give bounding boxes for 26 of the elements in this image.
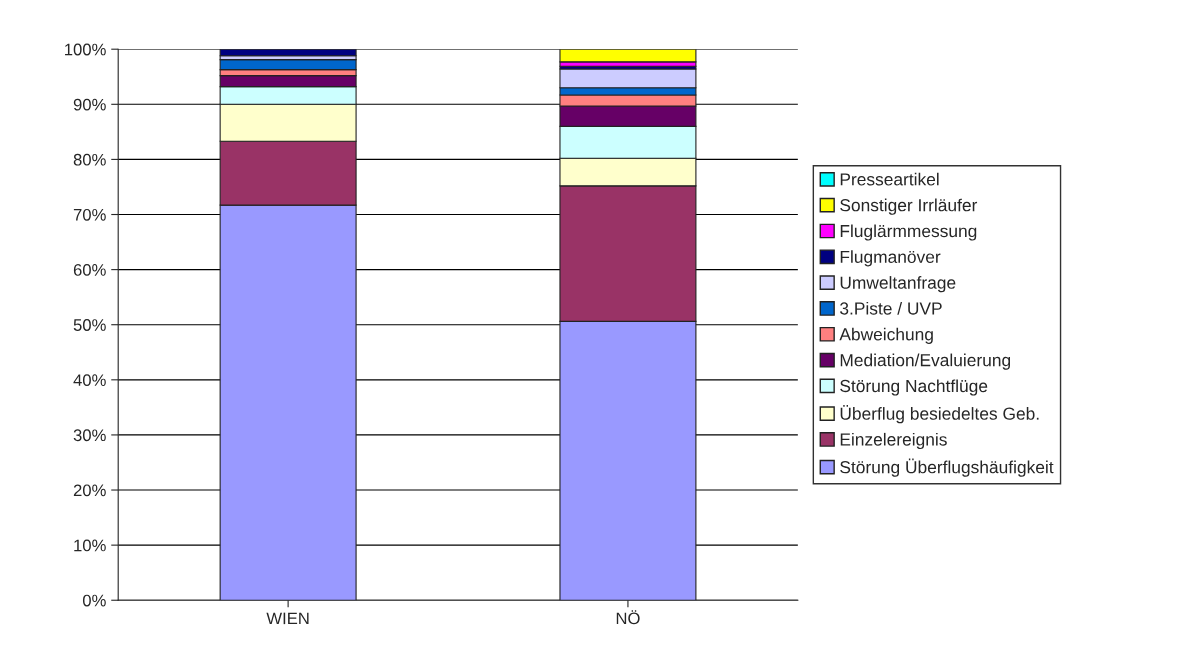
y-tick-label: 0% [82,594,106,607]
y-tick-label: 30% [73,429,106,442]
x-tick-label: NÖ [616,610,640,625]
legend-label: Abweichung [839,327,933,344]
legend-label: 3.Piste / UVP [840,301,942,315]
legend-label: Fluglärmmessung [840,224,977,241]
y-tick-label: 70% [73,208,106,221]
y-tick-label: 20% [73,484,106,497]
y-tick-label: 90% [73,98,106,111]
x-tick-label: WIEN [266,612,309,625]
legend-label: Störung Überflugshäufigkeit [840,458,1054,477]
legend-label: Störung Nachtflüge [840,379,988,396]
y-tick-label: 40% [73,374,106,387]
legend-label: Flugmanöver [840,250,941,267]
y-tick-label: 60% [73,264,106,276]
y-tick-label: 80% [73,153,106,166]
legend-label: Sonstiger Irrläufer [840,198,978,215]
y-tick-label: 100% [65,43,106,56]
bar [559,49,697,63]
y-tick-label: 10% [74,539,106,552]
legend-label: Presseartikel [840,172,939,186]
legend-label: Überflug besiedeltes Geb. [840,405,1039,424]
y-tick-label: 50% [73,319,106,331]
legend-label: Einzelereignis [840,432,947,450]
legend-label: Umweltanfrage [840,276,956,293]
legend-label: Mediation/Evaluierung [840,353,1011,370]
